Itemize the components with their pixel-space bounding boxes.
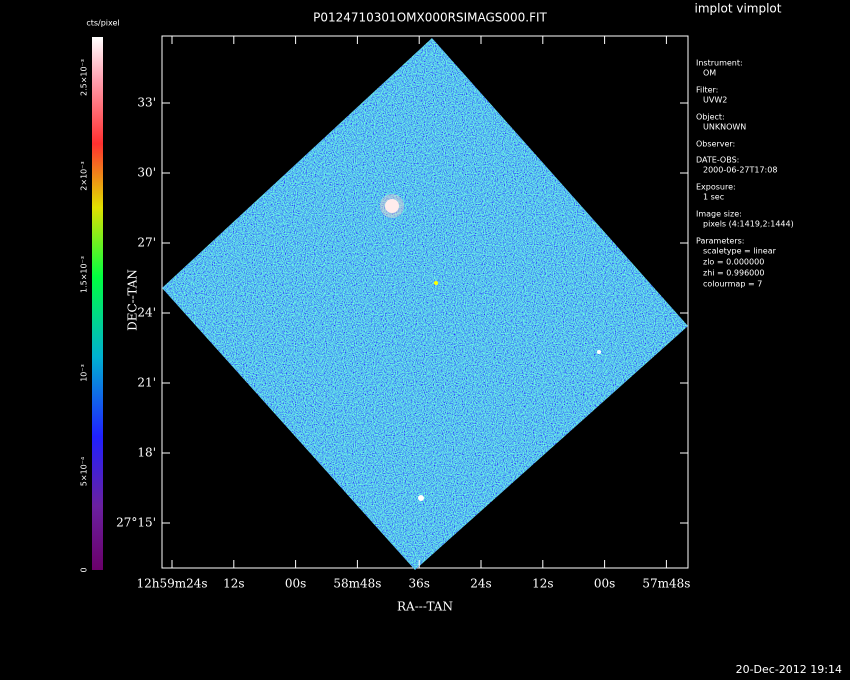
plot-frame xyxy=(161,35,689,569)
y-tick-label: 24' xyxy=(137,306,156,320)
y-tick-label: 27°15' xyxy=(116,516,156,530)
info-value: 2000-06-27T17:08 xyxy=(703,166,777,175)
colorbar-tick-label: 2.5×10⁻³ xyxy=(80,59,89,96)
info-value: 1 sec xyxy=(703,193,724,202)
info-key: Object: xyxy=(696,113,725,122)
info-value: OM xyxy=(703,69,716,78)
info-value: UVW2 xyxy=(703,96,727,105)
title: P0124710301OMX000RSIMAGS000.FIT xyxy=(313,11,547,25)
info-key: Filter: xyxy=(696,86,718,95)
info-value: scaletype = linear xyxy=(703,247,777,256)
program-name: implot vimplot xyxy=(695,2,782,16)
x-tick-label: 12h59m24s xyxy=(136,577,207,591)
y-tick-label: 21' xyxy=(137,376,156,390)
x-tick-label: 00s xyxy=(594,577,615,591)
colorbar-tick-label: 2×10⁻³ xyxy=(80,161,89,190)
info-key: Instrument: xyxy=(696,59,743,68)
x-axis-label: RA---TAN xyxy=(397,600,453,614)
y-tick-label: 30' xyxy=(137,166,156,180)
colorbar-tick-label: 5×10⁻⁴ xyxy=(80,457,89,486)
info-key: Exposure: xyxy=(696,183,736,192)
y-axis-label: DEC--TAN xyxy=(126,269,140,331)
info-value: zlo = 0.000000 xyxy=(703,258,764,267)
x-tick-label: 12s xyxy=(532,577,553,591)
info-value: UNKNOWN xyxy=(703,123,746,132)
info-value: colourmap = 7 xyxy=(703,280,762,289)
info-key: DATE-OBS: xyxy=(696,156,739,165)
colorbar-tick-label: 1.5×10⁻³ xyxy=(80,256,89,293)
x-tick-label: 12s xyxy=(223,577,244,591)
timestamp: 20-Dec-2012 19:14 xyxy=(736,663,842,676)
info-key: Image size: xyxy=(696,210,742,219)
info-value: zhi = 0.996000 xyxy=(703,269,764,278)
info-key: Observer: xyxy=(696,140,735,149)
x-tick-label: 58m48s xyxy=(333,577,381,591)
sky-image xyxy=(162,38,688,570)
x-tick-label: 24s xyxy=(470,577,491,591)
x-tick-label: 36s xyxy=(408,577,429,591)
colorbar-tick-label: 10⁻³ xyxy=(80,364,89,382)
y-tick-label: 27' xyxy=(137,236,156,250)
x-tick-label: 00s xyxy=(285,577,306,591)
info-key: Parameters: xyxy=(696,237,744,246)
x-tick-label: 57m48s xyxy=(642,577,690,591)
colorbar xyxy=(92,37,103,570)
info-value: pixels (4:1419,2:1444) xyxy=(703,220,794,229)
colorbar-tick-label: 0 xyxy=(80,567,89,572)
colorbar-label: cts/pixel xyxy=(86,19,119,28)
y-tick-label: 33' xyxy=(137,96,156,110)
y-tick-label: 18' xyxy=(137,446,156,460)
